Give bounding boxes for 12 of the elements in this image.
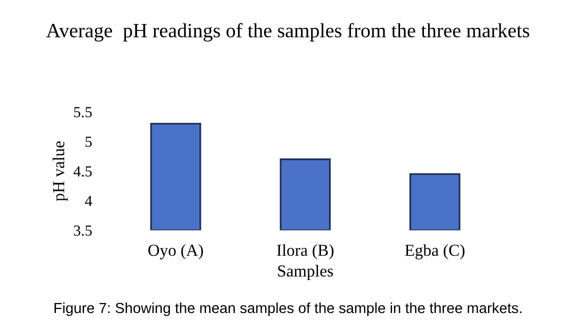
x-axis-title: Samples <box>278 264 333 280</box>
caption: Figure 7: Showing the mean samples of the sample in the three markets. <box>54 302 522 316</box>
y-tick-label: 5 <box>86 136 92 147</box>
y-axis-title: pH value <box>52 141 68 202</box>
x-tick-label: Ilora (B) <box>276 244 334 260</box>
y-tick-label: 3.5 <box>74 225 92 236</box>
y-tick-label: 5.5 <box>74 107 92 118</box>
chart-title: Average pH readings of the samples from the three markets <box>46 23 530 42</box>
x-tick-label: Oyo (A) <box>148 244 203 260</box>
x-tick-label: Egba (C) <box>405 244 464 260</box>
y-tick-label: 4 <box>85 196 92 206</box>
y-tick-label: 4.5 <box>74 166 92 177</box>
